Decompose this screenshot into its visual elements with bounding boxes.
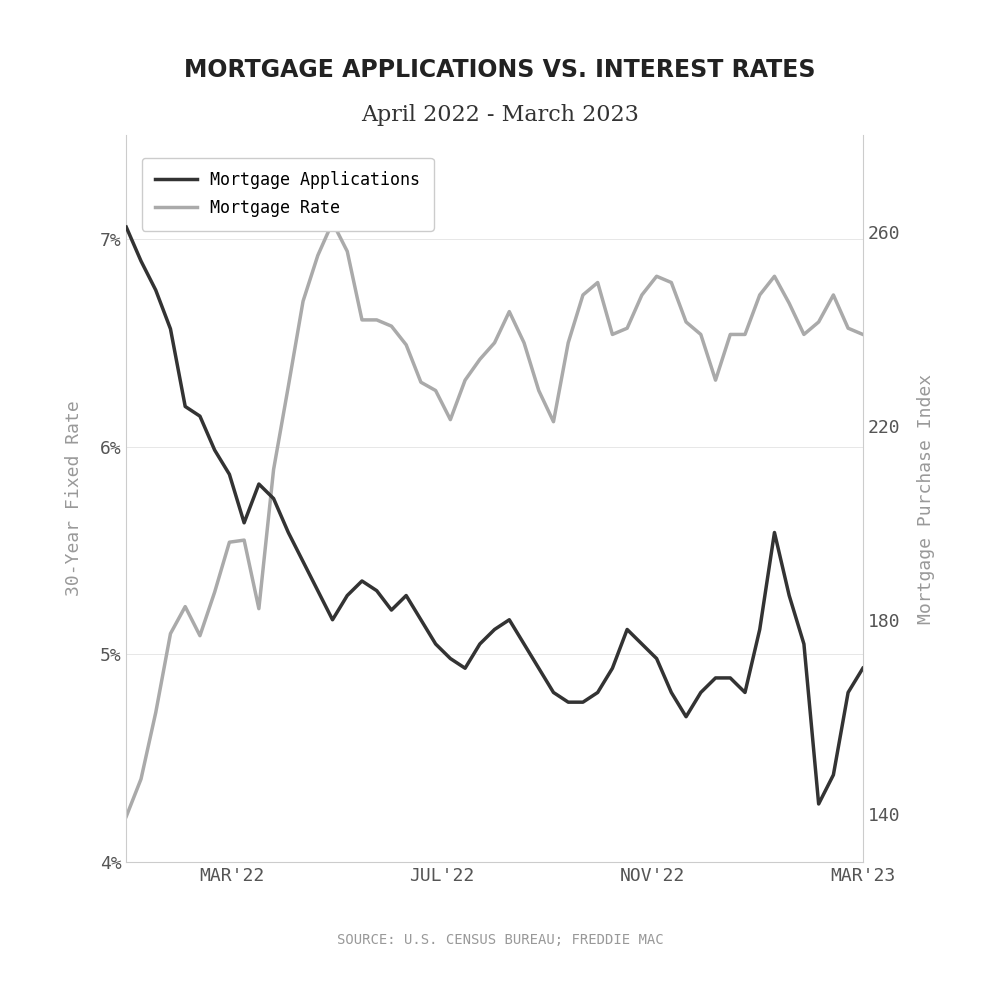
Line: Mortgage Rate: Mortgage Rate xyxy=(126,222,863,816)
Mortgage Rate xyxy=(371,314,383,326)
Text: April 2022 - March 2023: April 2022 - March 2023 xyxy=(361,104,639,126)
Mortgage Rate xyxy=(621,322,633,334)
Mortgage Applications xyxy=(857,662,869,674)
Mortgage Rate xyxy=(327,216,339,228)
Mortgage Rate xyxy=(665,277,677,289)
Mortgage Applications xyxy=(842,686,854,698)
Mortgage Rate xyxy=(857,328,869,340)
Mortgage Applications xyxy=(356,575,368,587)
Mortgage Applications xyxy=(282,527,294,539)
Mortgage Rate xyxy=(356,314,368,326)
Y-axis label: Mortgage Purchase Index: Mortgage Purchase Index xyxy=(917,374,935,624)
Mortgage Rate xyxy=(120,810,132,822)
Text: SOURCE: U.S. CENSUS BUREAU; FREDDIE MAC: SOURCE: U.S. CENSUS BUREAU; FREDDIE MAC xyxy=(337,933,663,947)
Legend: Mortgage Applications, Mortgage Rate: Mortgage Applications, Mortgage Rate xyxy=(142,158,434,231)
Mortgage Applications xyxy=(651,653,663,665)
Mortgage Rate xyxy=(842,322,854,334)
Y-axis label: 30-Year Fixed Rate: 30-Year Fixed Rate xyxy=(65,401,83,596)
Text: MORTGAGE APPLICATIONS VS. INTEREST RATES: MORTGAGE APPLICATIONS VS. INTEREST RATES xyxy=(184,58,816,82)
Mortgage Rate xyxy=(282,380,294,392)
Mortgage Applications xyxy=(120,221,132,233)
Mortgage Applications xyxy=(606,662,618,674)
Mortgage Applications xyxy=(341,590,353,602)
Mortgage Applications xyxy=(813,798,825,810)
Line: Mortgage Applications: Mortgage Applications xyxy=(126,227,863,804)
